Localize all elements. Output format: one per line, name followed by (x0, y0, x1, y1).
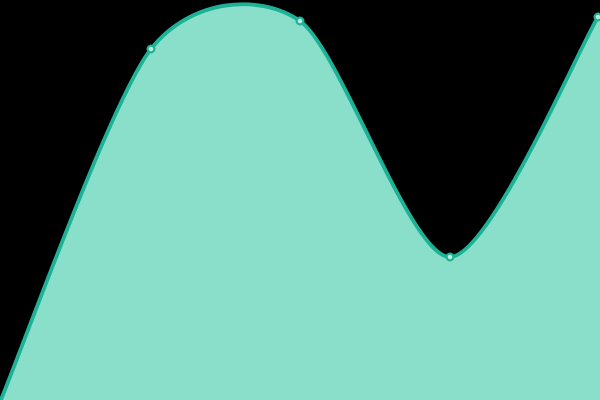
data-point-marker[interactable] (295, 16, 305, 26)
data-point-marker[interactable] (593, 12, 600, 22)
data-point-marker[interactable] (146, 44, 156, 54)
area-fill (0, 4, 600, 400)
data-point-marker[interactable] (445, 252, 455, 262)
